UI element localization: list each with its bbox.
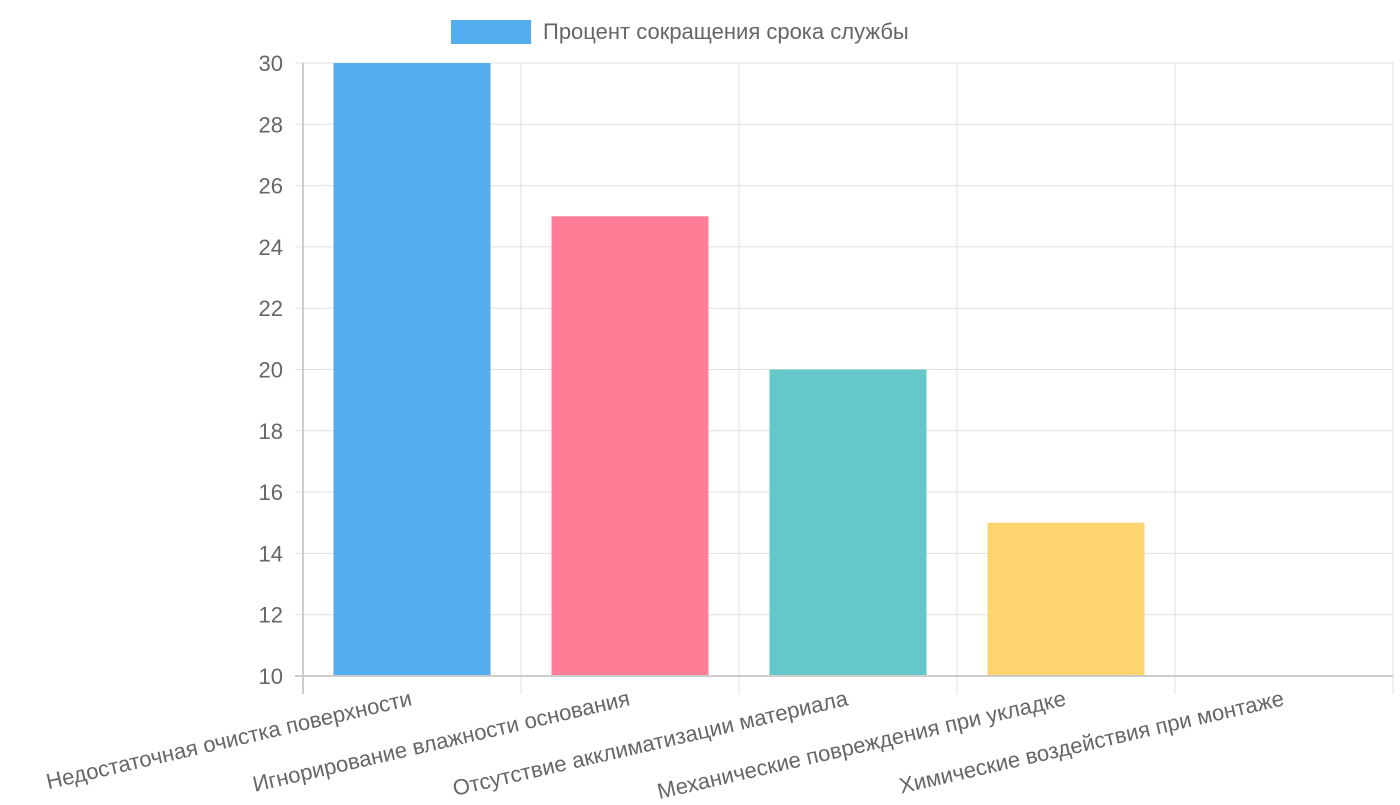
bar (333, 63, 491, 676)
y-tick-label: 10 (259, 664, 283, 689)
x-tick-labels: Недостаточная очистка поверхностиИгнорир… (44, 685, 1286, 804)
bar (769, 369, 927, 676)
legend-label: Процент сокращения срока службы (543, 19, 909, 44)
y-tick-label: 18 (259, 419, 283, 444)
y-tick-labels: 10 12 14 16 18 20 22 24 26 28 30 (259, 51, 283, 689)
y-tick-label: 30 (259, 51, 283, 76)
legend[interactable]: Процент сокращения срока службы (451, 19, 909, 44)
x-tick-label: Отсутствие акклиматизации материала (450, 685, 851, 800)
x-tick-label: Механические повреждения при укладке (655, 686, 1068, 800)
bar (987, 522, 1145, 676)
x-tick-label: Игнорирование влажности основания (250, 686, 632, 797)
legend-swatch (451, 20, 531, 44)
y-tick-label: 26 (259, 174, 283, 199)
y-tick-label: 12 (259, 603, 283, 628)
x-tick-label: Химические воздействия при монтаже (897, 686, 1286, 799)
y-tick-label: 20 (259, 358, 283, 383)
bar (551, 216, 709, 676)
y-tick-label: 14 (259, 541, 283, 566)
bars (333, 63, 1145, 676)
y-tick-label: 16 (259, 480, 283, 505)
x-tick-label: Недостаточная очистка поверхности (44, 686, 414, 795)
y-tick-label: 24 (259, 235, 283, 260)
y-tick-label: 28 (259, 112, 283, 137)
y-tick-label: 22 (259, 296, 283, 321)
axes (295, 63, 1393, 694)
